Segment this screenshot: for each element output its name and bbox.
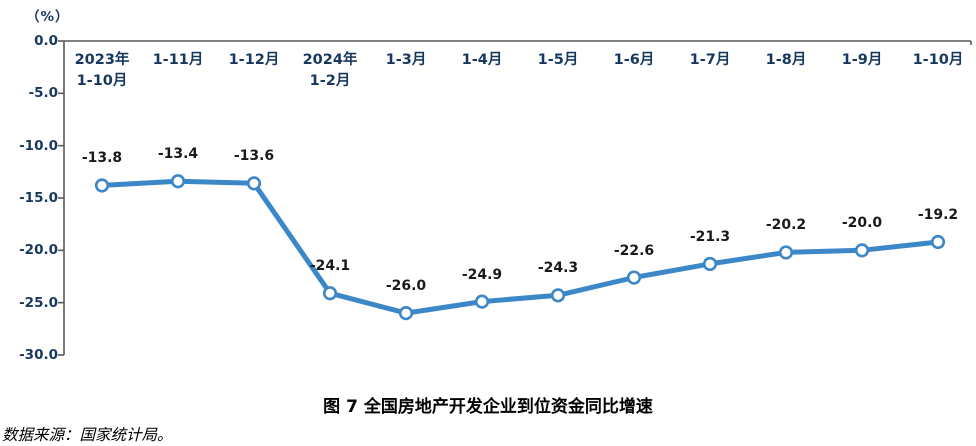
data-point-marker [398,306,414,321]
data-point-value-label: -20.2 [765,217,807,234]
y-tick-label: -5.0 [28,85,58,102]
data-point-marker [170,174,186,189]
y-tick-label: -15.0 [19,190,58,206]
x-category-label: 1-7月 [689,52,731,68]
line-chart-plot [58,40,972,356]
x-category-label: 2023年 1-10月 [74,52,130,89]
x-category-label: 1-3月 [385,52,427,68]
x-category-label: 1-9月 [841,52,883,68]
data-point-value-label: -13.8 [81,150,123,167]
data-point-marker [474,294,490,309]
y-tick-label: -20.0 [19,242,58,259]
data-point-value-label: -13.6 [233,148,275,165]
data-point-value-label: -24.1 [309,258,351,275]
x-category-label: 1-4月 [461,52,503,68]
x-category-label: 2024年 1-2月 [302,52,358,89]
data-point-value-label: -26.0 [385,278,427,295]
data-point-value-label: -22.6 [613,242,655,259]
data-source-note: 数据来源：国家统计局。 [2,427,173,444]
y-tick-label: -10.0 [19,137,58,154]
data-point-value-label: -20.0 [841,215,883,232]
y-axis-unit-label: （%） [26,9,70,25]
x-category-label: 1-11月 [152,52,204,68]
x-category-label: 1-8月 [765,52,807,68]
data-point-marker [626,270,642,285]
x-category-label: 1-12月 [228,52,280,68]
chart-title: 图 7 全国房地产开发企业到位资金同比增速 [323,397,653,417]
data-point-marker [322,286,338,301]
data-point-marker [854,243,870,258]
data-point-value-label: -21.3 [689,228,731,245]
y-tick-label: -25.0 [19,294,58,311]
data-point-marker [930,234,946,250]
data-point-value-label: -13.4 [157,146,199,163]
data-point-value-label: -24.3 [537,260,579,277]
x-category-label: 1-5月 [537,52,579,68]
data-point-marker [778,245,794,260]
data-point-marker [702,256,718,272]
y-tick-label: 0.0 [34,33,58,49]
data-point-value-label: -24.9 [461,266,503,283]
series-line [99,178,941,316]
data-point-value-label: -19.2 [917,206,959,223]
y-tick-label: -30.0 [19,347,58,363]
x-category-label: 1-10月 [912,52,964,68]
data-point-marker [550,288,566,303]
data-point-marker [246,176,262,191]
x-category-label: 1-6月 [613,52,655,68]
data-point-marker [94,178,110,193]
